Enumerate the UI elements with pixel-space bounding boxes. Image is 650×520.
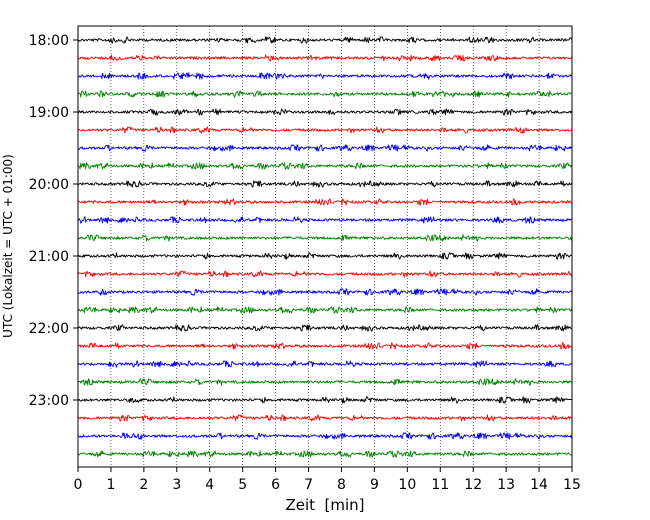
x-tick-label: 1 xyxy=(106,477,115,493)
x-tick-label: 6 xyxy=(271,477,280,493)
trace-1915 xyxy=(77,126,572,134)
trace-2030 xyxy=(77,216,572,224)
trace-1800 xyxy=(77,36,572,44)
x-tick-label: 10 xyxy=(398,477,416,493)
trace-1945 xyxy=(77,162,572,170)
y-axis-ticks: 18:00 19:00 20:00 21:00 22:00 23:00 xyxy=(29,33,78,409)
y-tick-label: 20:00 xyxy=(29,177,69,193)
y-tick-label: 22:00 xyxy=(29,321,69,337)
x-axis-label: Zeit [min] xyxy=(285,496,364,514)
x-axis-ticks: 0 1 2 3 4 5 6 7 8 9 10 11 12 13 14 15 xyxy=(74,467,581,493)
trace-2230 xyxy=(77,360,572,368)
x-tick-label: 5 xyxy=(238,477,247,493)
trace-2145 xyxy=(77,306,572,314)
x-tick-label: 12 xyxy=(464,477,482,493)
trace-2115 xyxy=(77,270,572,278)
trace-2200 xyxy=(77,324,572,332)
trace-2315 xyxy=(77,414,572,422)
trace-1900 xyxy=(77,108,572,116)
trace-2345 xyxy=(77,450,572,458)
trace-2045 xyxy=(77,234,572,242)
x-tick-label: 2 xyxy=(139,477,148,493)
trace-2130 xyxy=(77,288,572,296)
trace-2300 xyxy=(77,396,572,404)
y-tick-label: 21:00 xyxy=(29,249,69,265)
x-tick-label: 8 xyxy=(337,477,346,493)
plot-background xyxy=(78,26,572,467)
trace-2215 xyxy=(77,342,572,350)
trace-2015 xyxy=(77,198,572,206)
y-tick-label: 23:00 xyxy=(29,393,69,409)
trace-1845 xyxy=(77,90,572,98)
x-tick-label: 13 xyxy=(497,477,515,493)
seismic-traces xyxy=(77,36,572,458)
x-tick-label: 4 xyxy=(205,477,214,493)
x-tick-label: 11 xyxy=(431,477,449,493)
trace-1930 xyxy=(77,144,572,152)
x-tick-label: 15 xyxy=(563,477,581,493)
x-tick-label: 7 xyxy=(304,477,313,493)
trace-1830 xyxy=(77,72,572,80)
y-tick-label: 18:00 xyxy=(29,33,69,49)
plot-frame xyxy=(77,25,573,468)
trace-2000 xyxy=(77,180,572,188)
trace-1815 xyxy=(77,54,572,62)
x-tick-label: 9 xyxy=(370,477,379,493)
y-axis-label: UTC (Lokalzeit = UTC + 01:00) xyxy=(1,154,15,338)
trace-2330 xyxy=(77,432,572,440)
x-tick-label: 0 xyxy=(74,477,83,493)
y-tick-label: 19:00 xyxy=(29,105,69,121)
trace-2100 xyxy=(77,252,572,260)
trace-2245 xyxy=(77,378,572,386)
x-tick-label: 3 xyxy=(172,477,181,493)
x-tick-label: 14 xyxy=(530,477,548,493)
